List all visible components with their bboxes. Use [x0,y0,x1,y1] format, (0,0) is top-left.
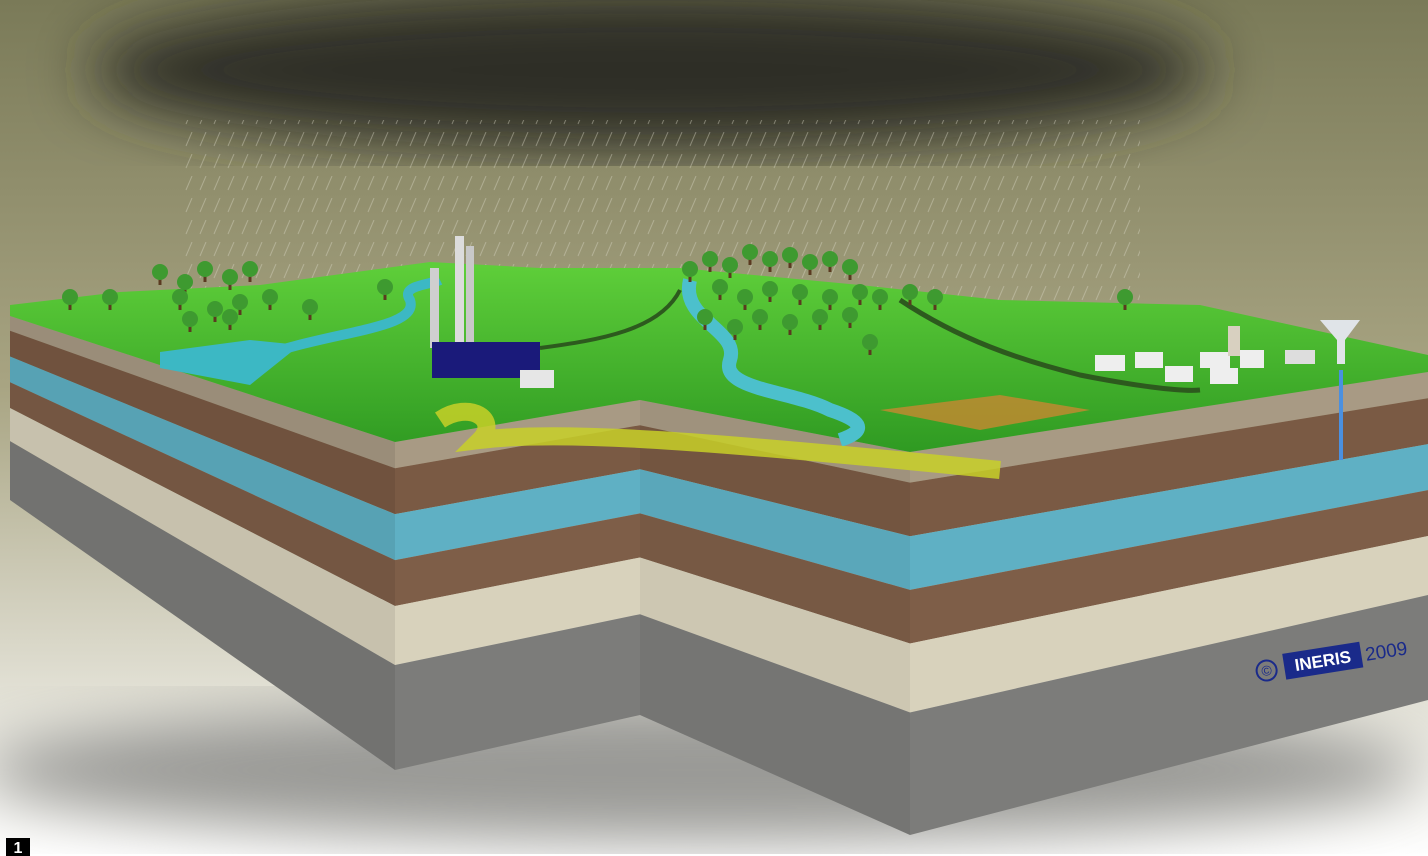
tree-crown [822,289,838,305]
tree-crown [842,259,858,275]
rock-layer [640,469,910,590]
block-faces [10,316,1428,835]
tree-crown [377,279,393,295]
logo-box [1282,641,1364,680]
rock-layer [640,557,910,713]
tree-crown [697,309,713,325]
tree-crown [712,279,728,295]
tree-crown [752,309,768,325]
tree-crown [682,261,698,277]
tree-crown [742,244,758,260]
rock-layer [395,513,640,606]
rock-layer [910,536,1428,713]
tree-crown [222,309,238,325]
ground-surface [10,262,1428,452]
tree-crown [152,264,168,280]
tree-crown [737,289,753,305]
rock-layer [640,513,910,644]
tree-crown [722,257,738,273]
rock-layer [10,441,395,770]
tree-crown [927,289,943,305]
tree-crown [702,251,718,267]
tree-crown [177,274,193,290]
tree-crown [102,289,118,305]
tree-crown [812,309,828,325]
tree-crown [762,251,778,267]
rock-layer [395,557,640,666]
rock-layer [910,444,1428,590]
tree-crown [222,269,238,285]
rock-layer [10,408,395,666]
rock-layer [910,372,1428,483]
copyright-symbol: © [1260,662,1273,680]
tree-crown [862,334,878,350]
tree-crown [822,251,838,267]
tree-crown [262,289,278,305]
hedge [539,289,682,350]
field [880,395,1090,430]
tree-crown [762,281,778,297]
tree-crown [727,319,743,335]
face-shade [10,316,395,770]
pollution-plume [435,402,1001,479]
tree-crown [207,301,223,317]
factory [430,236,554,388]
tree-crown [852,284,868,300]
river-left [248,275,443,365]
copyright-ring [1255,659,1278,682]
village [1095,320,1360,460]
tree-crown [232,294,248,310]
tree-crown [782,314,798,330]
tree-crown [62,289,78,305]
rock-layer [395,614,640,770]
rock-layer [395,425,640,515]
tree-crown [302,299,318,315]
tree-crown [802,254,818,270]
tree-crown [242,261,258,277]
tree-crown [172,289,188,305]
tree-crown [792,284,808,300]
tree-crown [197,261,213,277]
hedge [898,297,1201,393]
badge-box [6,838,30,856]
rock-layer [10,330,395,515]
face-shade [640,400,910,835]
badge: 1 [14,840,23,856]
rock-layer [640,425,910,537]
tree-crown [782,247,798,263]
tree-crown [902,284,918,300]
rock-layer [910,398,1428,537]
rock-layer [640,614,910,835]
rock-layer [10,382,395,606]
rock-layer [395,469,640,561]
trees [62,244,1133,355]
rock-layer [10,356,395,561]
tree-crown [842,307,858,323]
rain-cloud [90,0,1210,150]
tree-crown [182,311,198,327]
rock-layer [910,490,1428,644]
tree-crown [872,289,888,305]
tree-crown [1117,289,1133,305]
rock-layer [10,316,395,469]
watermark: © INERIS 2009 [1255,638,1409,682]
